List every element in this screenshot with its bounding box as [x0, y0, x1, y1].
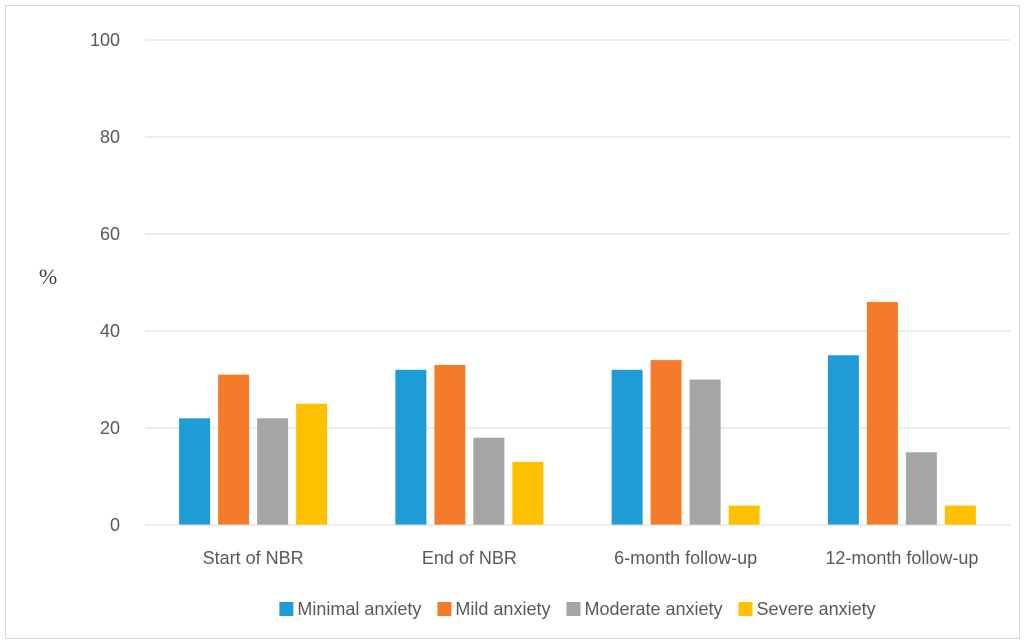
bar-mild-anxiety [218, 374, 250, 525]
gridlines [145, 39, 1010, 429]
y-axis-label: % [39, 264, 57, 289]
bar-mild-anxiety [650, 360, 682, 525]
bar-moderate-anxiety [257, 418, 289, 525]
y-tick-label: 20 [100, 418, 120, 438]
x-category-label: 12-month follow-up [825, 548, 978, 568]
legend-swatch [566, 602, 581, 616]
legend-label: Moderate anxiety [584, 599, 722, 619]
legend-swatch [437, 602, 452, 616]
legend-label: Minimal anxiety [297, 599, 421, 619]
bar-moderate-anxiety [905, 452, 937, 525]
bar-severe-anxiety [944, 505, 976, 525]
y-tick-label: 100 [90, 30, 120, 50]
bar-minimal-anxiety [611, 369, 643, 525]
y-tick-label: 80 [100, 127, 120, 147]
bar-mild-anxiety [866, 301, 898, 525]
bar-mild-anxiety [434, 364, 466, 525]
x-category-label: Start of NBR [203, 548, 304, 568]
legend: Minimal anxiety Mild anxiety Moderate anxi… [279, 599, 876, 619]
bar-minimal-anxiety [395, 369, 427, 525]
y-tick-label: 0 [110, 515, 120, 535]
bar-severe-anxiety [296, 403, 328, 525]
bars [179, 301, 976, 525]
legend-label: Mild anxiety [455, 599, 550, 619]
y-tick-label: 60 [100, 224, 120, 244]
bar-minimal-anxiety [179, 418, 211, 525]
legend-label: Severe anxiety [757, 599, 876, 619]
x-category-label: 6-month follow-up [614, 548, 757, 568]
chart-frame [5, 5, 1020, 639]
bar-moderate-anxiety [689, 379, 721, 525]
bar-minimal-anxiety [827, 355, 859, 525]
bar-severe-anxiety [728, 505, 760, 525]
bar-moderate-anxiety [473, 437, 505, 525]
bar-severe-anxiety [512, 461, 544, 525]
legend-swatch [738, 602, 753, 616]
y-axis-ticks: 0 20 40 60 80 100 [90, 30, 120, 535]
x-axis-categories: Start of NBR End of NBR 6-month follow-up 1… [203, 548, 979, 568]
y-tick-label: 40 [100, 321, 120, 341]
legend-swatch [279, 602, 294, 616]
x-category-label: End of NBR [422, 548, 517, 568]
